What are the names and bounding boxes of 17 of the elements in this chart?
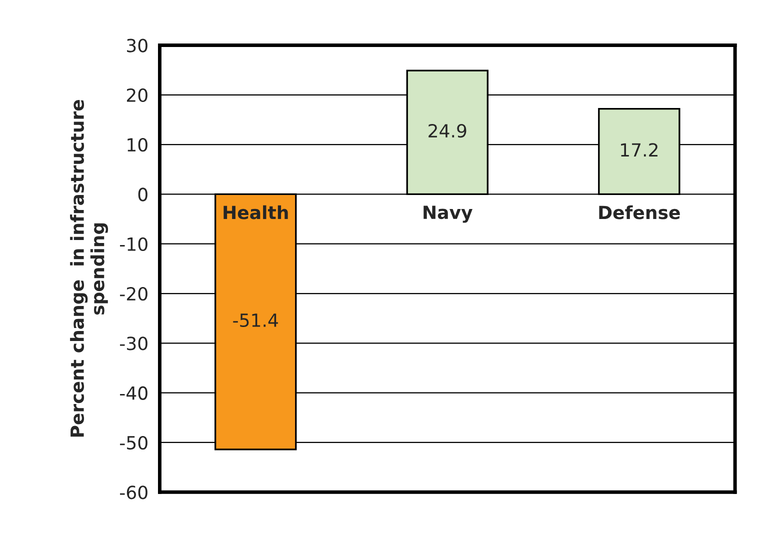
y-tick-label: 30 [127,38,148,52]
y-tick-label: -30 [120,336,148,350]
data-label: -51.4 [233,314,278,328]
x-tick-label: Health [224,205,288,220]
data-label: 24.9 [428,124,466,138]
y-tick-label: -50 [120,436,148,450]
x-tick-label: Defense [599,205,680,220]
y-tick-label: -60 [120,486,148,500]
y-tick-label: -40 [120,386,148,400]
y-tick-label: -10 [120,237,148,251]
y-tick-label: -20 [120,286,148,301]
y-tick-label: 10 [128,138,148,152]
y-tick-label: 0 [138,188,148,202]
y-tick-label: 20 [126,88,148,102]
y-axis-title: Percent change in infrastructure spending [70,100,108,437]
data-label: 17.2 [621,143,658,156]
x-tick-label: Navy [424,206,472,223]
